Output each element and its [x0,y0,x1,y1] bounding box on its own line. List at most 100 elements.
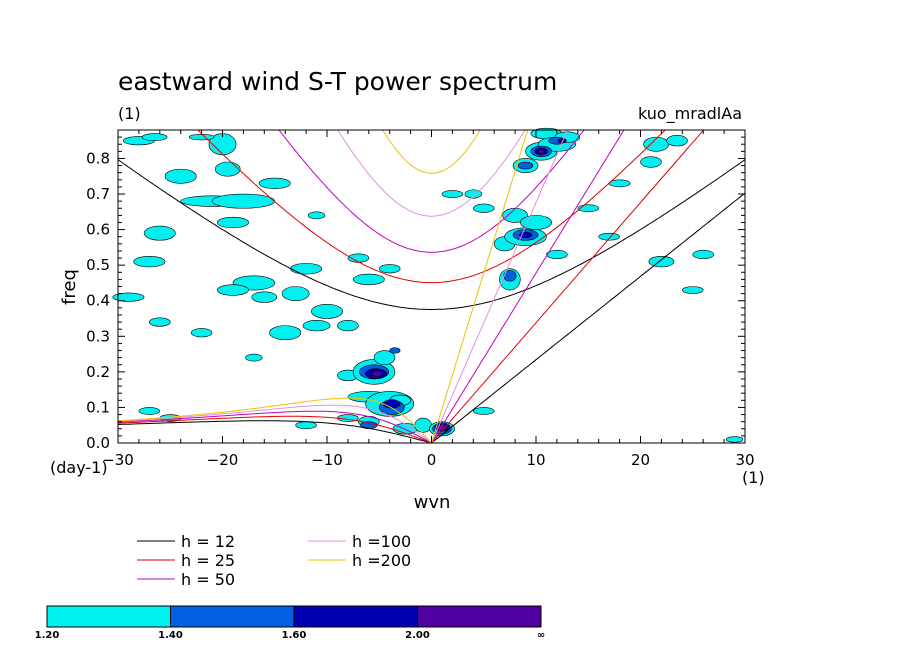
contour-patch [464,189,482,199]
x-tick-label: 20 [631,451,650,469]
y-axis-title: freq [59,269,80,305]
colorbar-swatch [293,605,418,628]
x-unit-label: (1) [742,468,765,487]
dispersion-curve-layer [118,130,745,443]
axis-ticks [117,130,746,444]
kelvin-curve-25 [431,130,705,443]
inertia-gravity-curve-100 [337,130,526,217]
contour-patch [598,232,620,241]
contour-patch [692,249,714,260]
contour-patch [214,161,241,177]
contour-patch [472,203,495,213]
contour-patch [681,286,704,294]
contour-patch [546,249,568,260]
rossby-curve-25 [118,415,432,443]
contour-patch [537,148,545,154]
contour-patch [211,193,276,209]
legend-label: h = 25 [181,551,235,570]
contour-patch [640,156,662,168]
contour-patch [295,421,317,430]
contour-patch [389,347,401,354]
contour-patch [138,407,161,415]
axis-tick-labels: −30 −20 −10 0 10 20 30 0.0 0.1 0.2 0.3 0.4 0.5 0.6 0.7… [86,149,754,469]
contour-patch [245,353,263,362]
contour-patch [373,350,396,366]
contour-patch [520,215,552,230]
colorbar-label: 1.40 [158,630,183,641]
contour-patch [517,161,534,170]
rossby-curve-100 [118,404,432,443]
contour-patch [190,328,213,338]
inertia-gravity-curve-12 [118,159,745,310]
legend-label: h =100 [352,532,411,551]
y-tick-label: 0.7 [86,185,110,203]
contour-patch [258,177,291,189]
contour-patch [149,317,171,327]
y-tick-label: 0.6 [86,221,110,239]
y-tick-label: 0.0 [86,434,110,452]
subtitle-right: kuo_mradlAa [638,104,742,124]
legend-label: h = 12 [181,532,235,551]
y-tick-label: 0.3 [86,327,110,345]
x-tick-label: 0 [427,451,437,469]
y-tick-label: 0.5 [86,256,110,274]
kelvin-curve-12 [431,192,745,443]
inertia-gravity-curve-200 [382,130,481,174]
contour-patch [378,264,401,274]
contour-patch [371,370,383,377]
kelvin-curve-50 [431,130,625,443]
contour-patch [337,319,359,332]
contour-patch [133,255,166,268]
x-tick-label: −20 [207,451,239,469]
contour-patch [472,407,495,415]
kelvin-curve-100 [431,130,569,443]
chart-title: eastward wind S-T power spectrum [118,67,557,96]
x-tick-label: 30 [735,451,754,469]
contour-patch [269,325,302,341]
colorbar-swatch [170,605,295,628]
colorbar-label: 2.00 [405,630,430,641]
contour-patch [441,190,464,198]
colorbar-swatch [46,605,171,628]
contour-fill-layer [112,127,744,443]
contour-patch [307,211,326,220]
contour-patch [112,292,145,302]
y-tick-label: 0.1 [86,398,110,416]
contour-patch [352,273,385,286]
contour-patch [503,270,517,282]
subtitle-left: (1) [118,104,141,123]
colorbar-label: 1.60 [282,630,307,641]
contour-patch [143,225,176,241]
inertia-gravity-curve-50 [278,130,585,253]
legend-label: h = 50 [181,570,235,589]
colorbar-swatch [417,605,542,628]
contour-patch [648,255,675,268]
contour-patch [216,216,249,229]
y-tick-label: 0.2 [86,363,110,381]
rossby-curve-50 [118,410,432,443]
kelvin-curve-200 [431,130,529,443]
x-axis-title: wvn [414,492,451,513]
contour-patch [383,399,401,409]
contour-patch [281,286,310,302]
rossby-curve-12 [118,420,432,443]
inertia-gravity-curve-25 [197,130,666,284]
contour-patch [141,133,168,141]
y-tick-label: 0.8 [86,149,110,167]
colorbar-label: ∞ [537,630,545,641]
contour-patch [188,133,215,141]
y-unit-label: (day-1) [50,458,108,477]
x-tick-label: −30 [102,451,134,469]
contour-patch [725,436,744,443]
contour-patch [666,135,688,147]
contour-patch [164,168,197,184]
contour-patch [302,319,331,332]
x-tick-label: 10 [526,451,545,469]
colorbar-label: 1.20 [35,630,60,641]
y-tick-label: 0.4 [86,292,110,310]
contour-patch [290,263,323,275]
x-tick-label: −10 [311,451,343,469]
